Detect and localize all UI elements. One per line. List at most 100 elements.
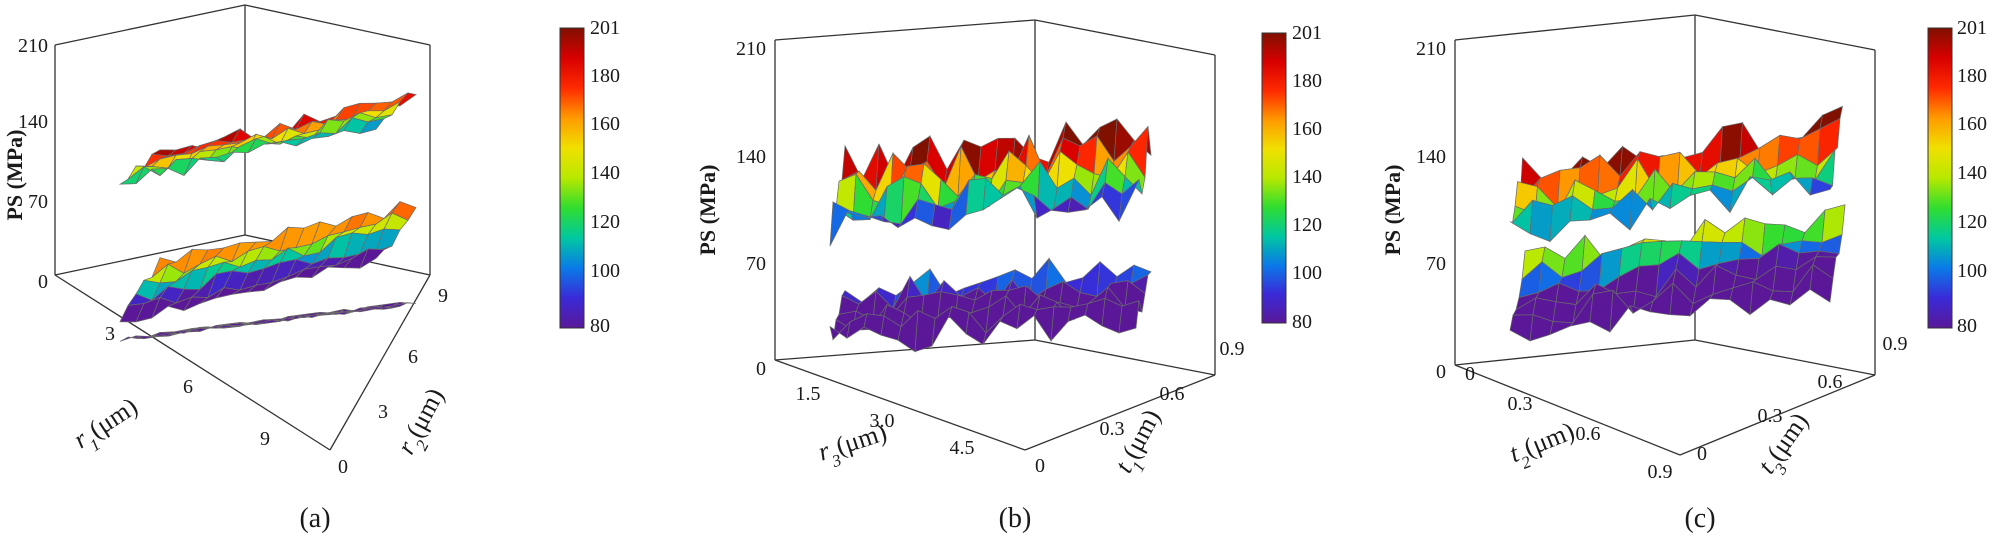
axis1-tick-label: 0	[1465, 363, 1475, 385]
axis2-tick-label: 6	[408, 346, 418, 368]
surface-layer-c-lower	[1509, 204, 1846, 342]
axis2-tick-label: 0.9	[1220, 338, 1245, 360]
z-tick-label: 0	[1436, 361, 1446, 383]
surface-quad	[1589, 289, 1614, 333]
axis1-label: r1(μm)	[68, 392, 147, 461]
colorbar-tick-label: 120	[1292, 214, 1322, 236]
surface-quad	[359, 248, 385, 270]
panel-c: 210 140 70 0 PS (MPa) 0 0.3 0.6 0.9 t2(μ…	[1380, 14, 1987, 534]
axis1-tick-label: 6	[183, 376, 193, 398]
surface-quad	[1701, 218, 1726, 243]
colorbar-tick-label: 180	[590, 65, 620, 87]
colorbar-tick-label: 201	[1957, 17, 1987, 39]
axis2-label: t1(μm)	[1109, 405, 1173, 481]
axis1-tick-label: 3.0	[870, 410, 895, 432]
axis2-tick-label: 9	[438, 285, 448, 307]
surface-quad	[1638, 241, 1663, 267]
colorbar-tick-label: 180	[1957, 65, 1987, 87]
axis2-tick-label: 0.3	[1758, 405, 1783, 427]
surface-layer-a-lower	[119, 301, 417, 342]
surface-quad	[1552, 301, 1577, 324]
colorbar-tick-label: 100	[590, 260, 620, 282]
surface-quad	[1772, 265, 1797, 293]
surface-quad	[863, 313, 885, 336]
axis2-tick-label: 0.6	[1160, 383, 1185, 405]
colorbar-tick-label: 80	[1957, 315, 1977, 337]
z-tick-label: 210	[18, 35, 48, 57]
axis2-tick-label: 0	[1035, 455, 1045, 477]
axis1-tick-label: 0.9	[1648, 461, 1673, 483]
colorbar-tick-label: 140	[1957, 162, 1987, 184]
axis2-label: r2(μm)	[391, 383, 456, 462]
colorbar-tick-label: 160	[1957, 113, 1987, 135]
surface-quad	[1033, 306, 1055, 342]
axis1-tick-label: 0.6	[1576, 423, 1601, 445]
colorbar-tick-label: 140	[1292, 166, 1322, 188]
colorbar-tick-label: 160	[590, 113, 620, 135]
z-axis-label: PS (MPa)	[695, 164, 720, 255]
surface-quad	[1801, 209, 1826, 243]
axis1-tick-label: 4.5	[950, 437, 975, 459]
axis1-tick-label: 9	[260, 428, 270, 450]
z-tick-label: 0	[38, 271, 48, 293]
z-tick-label: 70	[28, 191, 48, 213]
colorbar-a	[559, 27, 585, 329]
surface-quad	[1509, 314, 1534, 342]
z-tick-label: 0	[756, 358, 766, 380]
axis2-tick-label: 3	[378, 401, 388, 423]
axis2-tick-label: 0	[338, 456, 348, 478]
colorbar-tick-label: 120	[590, 211, 620, 233]
axis1-label: r3(μm)	[815, 417, 893, 473]
surface-quad	[1529, 199, 1553, 242]
surface-layer-b-lower	[829, 257, 1152, 353]
colorbar-tick-label: 180	[1292, 70, 1322, 92]
surface-quad	[1079, 260, 1101, 297]
axis2-tick-label: 0.9	[1883, 333, 1908, 355]
panel-a: 210 140 70 0 PS (MPa) 3 6 9 r1(μm) 0 3 6…	[2, 4, 620, 534]
z-tick-label: 210	[736, 38, 766, 60]
surface-quad	[359, 306, 385, 310]
z-tick-label: 70	[1426, 253, 1446, 275]
z-axis-label: PS (MPa)	[1380, 164, 1405, 255]
surface-quad	[1589, 207, 1614, 221]
colorbar-tick-label: 80	[1292, 311, 1312, 333]
axis1-label: t2(μm)	[1505, 416, 1581, 475]
surface-quad	[1769, 290, 1794, 306]
surface-quad	[931, 204, 953, 231]
surface-quad	[1809, 177, 1834, 196]
colorbar-tick-label: 201	[1292, 22, 1322, 44]
panel-label-c: (c)	[1684, 503, 1715, 534]
surface-quad	[1118, 179, 1140, 222]
panel-label-a: (a)	[299, 503, 330, 534]
surface-quad	[1549, 321, 1574, 336]
axes-box-b	[774, 19, 1216, 451]
colorbar-tick-label: 201	[590, 17, 620, 39]
z-tick-label: 70	[746, 253, 766, 275]
colorbar-tick-label: 100	[1292, 262, 1322, 284]
colorbar-tick-label: 100	[1957, 260, 1987, 282]
colorbar-tick-label: 140	[590, 162, 620, 184]
panel-b: 210 140 70 0 PS (MPa) 1.5 3.0 4.5 r3(μm)…	[695, 19, 1322, 534]
colorbar-tick-label: 120	[1957, 211, 1987, 233]
surface-quad	[359, 118, 385, 135]
z-axis-label: PS (MPa)	[2, 129, 27, 220]
colorbar-tick-label: 80	[590, 315, 610, 337]
z-tick-label: 210	[1416, 38, 1446, 60]
z-tick-label: 140	[1416, 146, 1446, 168]
surface-layer-c-upper	[1509, 105, 1843, 243]
surface-layer-a-middle	[119, 201, 417, 323]
panel-label-b: (b)	[999, 503, 1032, 534]
colorbar-c	[1927, 27, 1953, 329]
axis2-tick-label: 0.3	[1100, 418, 1125, 440]
surface-layer-a-upper	[118, 92, 417, 185]
surface-quad	[1050, 306, 1072, 342]
colorbar-tick-label: 160	[1292, 118, 1322, 140]
z-tick-label: 140	[736, 146, 766, 168]
surface-quad	[1809, 264, 1834, 303]
z-tick-label: 140	[18, 111, 48, 133]
axis1-tick-label: 3	[105, 323, 115, 345]
surface-quad	[1118, 300, 1140, 334]
surface-layer-b-upper	[829, 118, 1152, 247]
axis2-tick-label: 0.6	[1818, 371, 1843, 393]
